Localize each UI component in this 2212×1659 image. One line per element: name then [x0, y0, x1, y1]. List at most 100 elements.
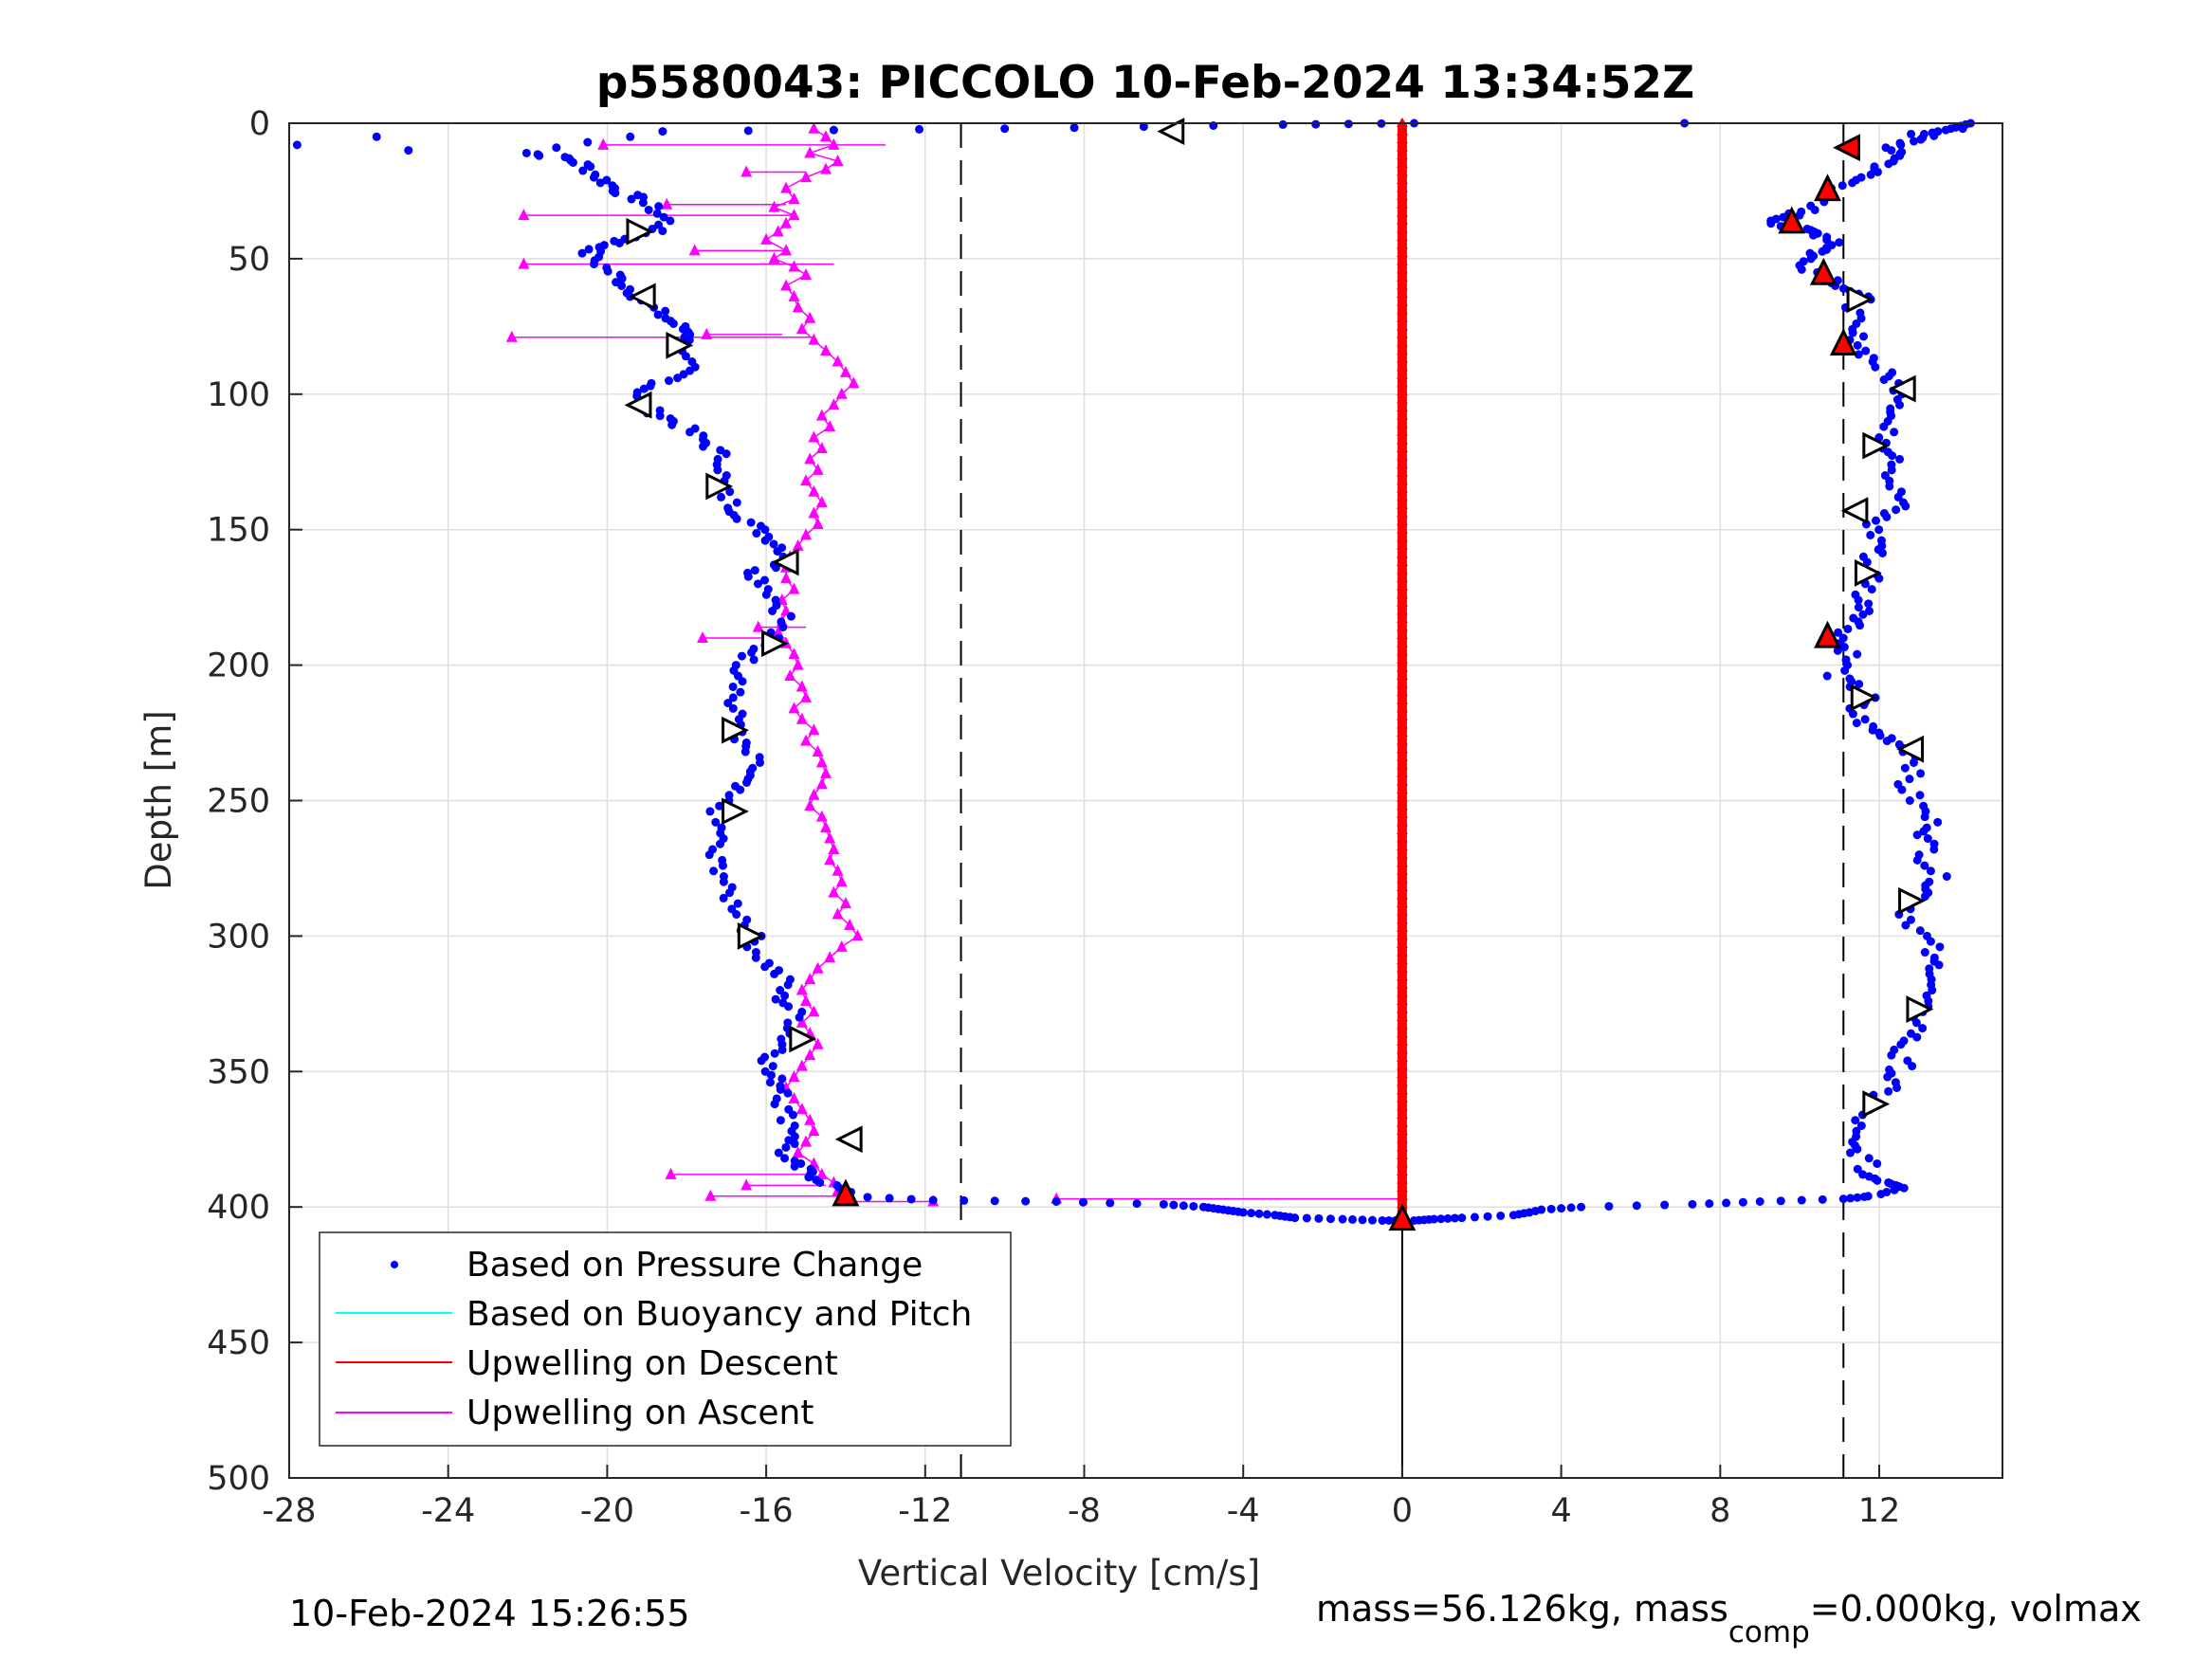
triangle-marker: [1898, 886, 1926, 915]
pressure-point: [1838, 633, 1848, 643]
pressure-point: [1862, 557, 1872, 567]
y-tick-label: 500: [207, 1460, 270, 1498]
pressure-point: [292, 140, 302, 150]
triangle-marker: [1906, 995, 1934, 1023]
descent-marker: [1396, 247, 1408, 258]
pressure-point: [1887, 465, 1896, 475]
pressure-point: [1892, 1083, 1902, 1092]
ascent-spike-marker: [665, 1167, 677, 1179]
descent-marker: [1396, 1035, 1408, 1046]
descent-marker: [1396, 214, 1408, 225]
ascent-spike-marker: [518, 209, 530, 221]
ascent-marker: [780, 244, 793, 256]
legend-label-ascent: Upwelling on Ascent: [466, 1394, 814, 1432]
pressure-point: [552, 143, 561, 153]
pressure-point: [761, 590, 771, 599]
pressure-point: [1436, 1214, 1446, 1224]
pressure-point: [732, 498, 741, 507]
pressure-point: [765, 1078, 775, 1087]
descent-marker: [1396, 848, 1408, 859]
y-tick-label: 50: [228, 241, 270, 279]
triangle-marker: [626, 217, 654, 246]
pressure-point: [777, 1074, 787, 1084]
descent-marker: [1396, 337, 1408, 347]
ascent-marker: [788, 1070, 800, 1083]
pressure-point: [1290, 1213, 1300, 1223]
pressure-point: [1934, 960, 1944, 970]
pressure-point: [1838, 283, 1848, 293]
pressure-point: [725, 888, 735, 898]
ascent-marker: [815, 810, 828, 822]
pressure-point: [1809, 230, 1819, 240]
ascent-marker: [795, 983, 808, 995]
pressure-point: [1810, 205, 1819, 214]
pressure-point: [715, 801, 724, 811]
pressure-point: [661, 306, 670, 316]
pressure-point: [1854, 595, 1863, 605]
descent-marker: [1396, 564, 1408, 574]
descent-marker: [1396, 686, 1408, 697]
pressure-point: [1893, 492, 1903, 501]
pressure-point: [595, 178, 605, 188]
pressure-point: [1378, 1215, 1387, 1225]
descent-marker: [1396, 288, 1408, 299]
descent-marker: [1396, 434, 1408, 445]
y-tick-label: 200: [207, 647, 270, 685]
y-tick-label: 150: [207, 512, 270, 550]
pressure-point: [1848, 178, 1857, 188]
pressure-point: [1920, 861, 1929, 870]
ascent-marker: [792, 538, 804, 551]
ascent-marker: [828, 137, 840, 150]
pressure-point: [1895, 454, 1905, 464]
triangle-marker: [789, 1025, 817, 1053]
pressure-point: [1846, 1194, 1856, 1203]
pressure-point: [654, 220, 664, 229]
ascent-marker: [804, 1048, 816, 1061]
triangle-marker: [1809, 257, 1837, 285]
pressure-point: [578, 166, 588, 175]
pressure-point: [1916, 769, 1926, 778]
descent-marker: [1396, 450, 1408, 461]
ascent-marker: [835, 387, 848, 399]
pressure-point: [1942, 872, 1951, 882]
pressure-point: [644, 205, 653, 214]
descent-marker: [1396, 808, 1408, 818]
triangle-marker: [1862, 1090, 1891, 1119]
ascent-marker: [835, 875, 848, 887]
descent-marker: [1396, 304, 1408, 315]
ascent-marker: [788, 702, 800, 714]
pressure-point: [1409, 1215, 1418, 1225]
triangle-marker: [1814, 620, 1841, 648]
pressure-point: [1876, 1190, 1886, 1199]
descent-marker: [1396, 1166, 1408, 1176]
y-tick-label: 350: [207, 1053, 270, 1091]
descent-marker: [1396, 150, 1408, 160]
descent-marker: [1396, 491, 1408, 501]
ascent-marker: [800, 1135, 813, 1147]
pressure-point: [1604, 1201, 1614, 1211]
pressure-point: [584, 245, 594, 254]
descent-marker: [1396, 1141, 1408, 1152]
pressure-point: [757, 1056, 766, 1066]
triangle-marker: [722, 797, 749, 826]
pressure-point: [1928, 986, 1937, 995]
descent-marker: [1396, 955, 1408, 965]
descent-marker: [1396, 134, 1408, 144]
pressure-point: [1906, 915, 1915, 924]
descent-marker: [1396, 1068, 1408, 1079]
descent-marker: [1396, 1190, 1408, 1200]
descent-marker: [1396, 1085, 1408, 1095]
pressure-point: [770, 1048, 779, 1058]
x-axis: -28 -24 -20 -16 -12 -8 -4 0 4 8 12: [262, 1465, 1900, 1530]
pressure-point: [1834, 628, 1843, 637]
pressure-point: [778, 623, 788, 632]
ascent-spike-marker: [701, 327, 713, 339]
pressure-point: [1443, 1213, 1453, 1223]
pressure-point: [1915, 791, 1925, 800]
pressure-point: [1935, 942, 1945, 952]
triangle-marker: [760, 629, 789, 658]
ascent-marker: [835, 939, 848, 952]
descent-marker: [1396, 1101, 1408, 1111]
pressure-point: [1890, 1185, 1899, 1194]
ascent-marker: [800, 994, 813, 1006]
